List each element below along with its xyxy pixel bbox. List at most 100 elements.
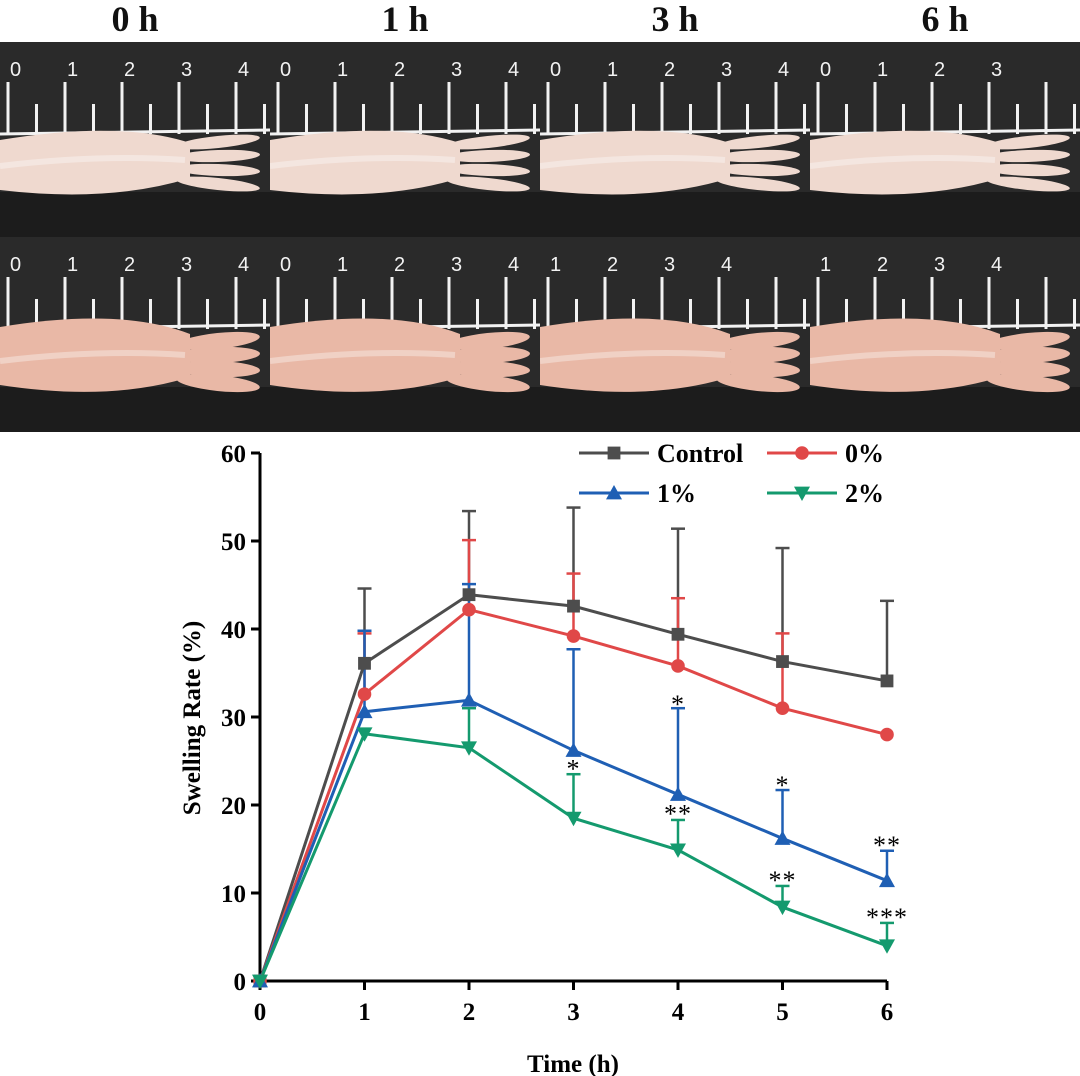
paw-photo-illustration: 0 1 2 3 4 [0, 42, 270, 237]
panel-header-3h: 3 h [651, 0, 699, 39]
rat-paw [540, 318, 800, 393]
significance-marker: * [671, 690, 685, 719]
x-tick-label: 5 [776, 999, 789, 1026]
ruler-number: 4 [508, 254, 519, 276]
ruler-number: 3 [181, 254, 192, 276]
paw-photo-illustration: 0 1 2 3 4 [0, 237, 270, 432]
ruler-number: 4 [238, 254, 249, 276]
legend-label: Control [657, 439, 743, 468]
paw-photo-illustration: 0 1 2 3 4 [540, 42, 810, 237]
chart-axes: 0 10 20 30 40 50 60 0 1 2 3 4 5 6 [221, 441, 893, 1026]
paw-photo-swollen-3h: 1 2 3 4 [540, 237, 810, 432]
ruler-number: 1 [67, 254, 78, 276]
data-point-2pct [252, 974, 268, 989]
rat-paw [270, 130, 530, 195]
significance-marker: ** [664, 799, 692, 828]
error-bar-1pct [566, 647, 581, 751]
data-point-1pct [461, 692, 477, 707]
rat-paw [540, 130, 800, 195]
x-tick-label: 1 [358, 999, 371, 1026]
error-bar-1pct [775, 788, 790, 839]
data-point-2pct [461, 741, 477, 756]
ruler-number: 3 [181, 59, 192, 81]
chart-legend: Control 0% 1% 2% [579, 439, 884, 508]
y-tick-label: 40 [221, 617, 246, 644]
ruler-number: 1 [337, 59, 348, 81]
legend-label: 2% [845, 479, 884, 508]
ruler-number: 2 [394, 254, 405, 276]
legend-label: 1% [657, 479, 696, 508]
error-bar-2pct [462, 706, 476, 748]
paw-photo-healthy-1h: 0 1 2 3 4 [270, 42, 540, 237]
data-point-control [671, 627, 685, 641]
data-point-1pct [670, 786, 686, 801]
ruler-number: 0 [10, 59, 21, 81]
legend-item-1pct: 1% [579, 479, 696, 508]
ruler-number: 4 [721, 254, 732, 276]
significance-marker: * [776, 771, 790, 800]
paw-photo-healthy-6h: 0 1 2 3 [810, 42, 1080, 237]
y-tick-label: 20 [221, 793, 246, 820]
x-tick-label: 0 [254, 999, 267, 1026]
panel-header-6h: 6 h [921, 0, 969, 39]
ruler-number: 2 [607, 254, 618, 276]
series-markers [252, 588, 895, 989]
data-point-control [880, 674, 894, 688]
paw-photo-healthy-3h: 0 1 2 3 4 [540, 42, 810, 237]
ruler-number: 3 [991, 59, 1002, 81]
ruler-number: 3 [451, 254, 462, 276]
ruler-number: 4 [991, 254, 1002, 276]
legend-item-0pct: 0% [767, 439, 884, 468]
paw-photo-illustration: 1 2 3 4 [810, 237, 1080, 432]
legend-swatch-marker [795, 446, 809, 460]
ruler-number: 2 [877, 254, 888, 276]
ruler-number: 1 [877, 59, 888, 81]
x-tick-label: 2 [463, 999, 476, 1026]
ruler-number: 0 [280, 254, 291, 276]
x-axis-label: Time (h) [527, 1051, 619, 1076]
ruler-number: 3 [721, 59, 732, 81]
significance-marker: *** [866, 903, 908, 932]
y-axis-label: Swelling Rate (%) [179, 621, 206, 815]
y-tick-label: 30 [221, 705, 246, 732]
panel-header-0h: 0 h [111, 0, 159, 39]
panel-headers: 0 h 1 h 3 h 6 h [0, 0, 1080, 42]
legend-swatch-marker [606, 485, 622, 500]
paw-photo-illustration: 0 1 2 3 4 [270, 42, 540, 237]
ruler-number: 1 [820, 254, 831, 276]
data-point-0pct [462, 602, 476, 617]
paw-photo-illustration: 0 1 2 3 [810, 42, 1080, 237]
data-point-2pct [565, 811, 582, 827]
rat-paw [270, 318, 530, 393]
significance-annotations: ************ [567, 690, 908, 932]
ruler-number: 4 [778, 59, 789, 81]
error-bar-1pct [671, 706, 685, 795]
x-tick-label: 3 [567, 999, 580, 1026]
ruler-number: 0 [10, 254, 21, 276]
ruler-number: 2 [394, 59, 405, 81]
ruler-number: 0 [280, 59, 291, 81]
data-point-1pct [879, 872, 895, 888]
data-point-0pct [880, 727, 894, 742]
ruler-number: 2 [124, 59, 135, 81]
ruler-number: 1 [337, 254, 348, 276]
ruler-number: 2 [124, 254, 135, 276]
error-bar-0pct [775, 632, 790, 709]
ruler-number: 2 [934, 59, 945, 81]
significance-marker: ** [769, 866, 797, 895]
paw-photo-healthy-0h: 0 1 2 3 4 [0, 42, 270, 237]
ruler-number: 1 [607, 59, 618, 81]
significance-marker: ** [873, 831, 901, 860]
data-point-0pct [671, 659, 685, 673]
legend-swatch-marker [607, 446, 621, 460]
paw-photo-swollen-6h: 1 2 3 4 [810, 237, 1080, 432]
data-point-2pct [356, 727, 373, 742]
rat-paw [810, 318, 1070, 393]
rat-paw [0, 130, 260, 195]
y-tick-label: 60 [221, 441, 246, 468]
ruler-number: 4 [508, 59, 519, 81]
y-tick-label: 50 [221, 529, 246, 556]
ruler-number: 1 [67, 59, 78, 81]
data-point-1pct [565, 742, 582, 757]
